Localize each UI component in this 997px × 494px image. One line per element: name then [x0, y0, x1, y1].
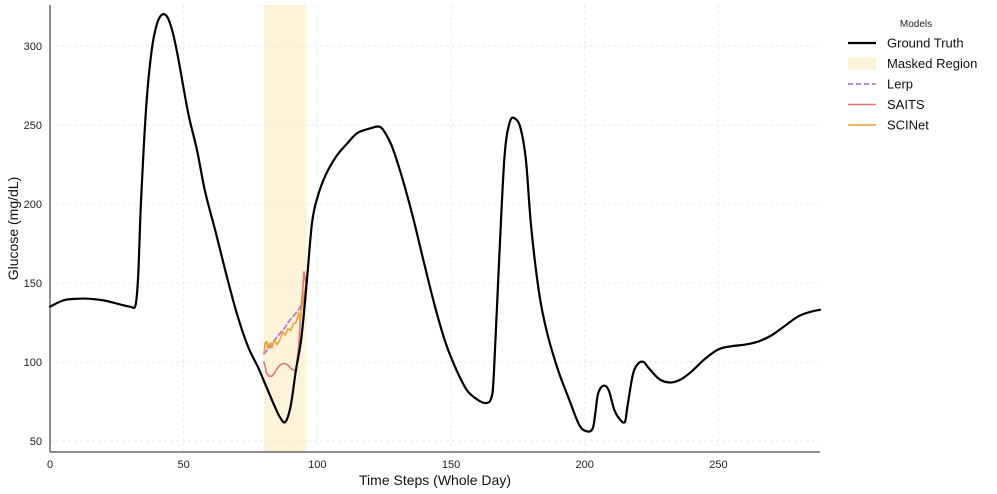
y-tick-label: 200	[24, 199, 42, 211]
y-tick-label: 300	[24, 41, 42, 53]
legend-label-lerp: Lerp	[887, 77, 913, 92]
legend-title: Models	[900, 19, 932, 30]
x-tick-label: 250	[709, 459, 727, 471]
x-tick-label: 0	[47, 459, 53, 471]
legend-swatch-masked-region	[848, 57, 876, 70]
series-layer	[48, 12, 822, 433]
x-tick-label: 50	[178, 459, 190, 471]
legend-label-masked-region: Masked Region	[887, 56, 977, 71]
x-tick-label: 200	[576, 459, 594, 471]
y-axis-title: Glucose (mg/dL)	[5, 177, 21, 280]
grid-lines	[49, 5, 820, 452]
x-tick-label: 150	[442, 459, 460, 471]
legend: Models Ground Truth Masked Region Lerp SAIT…	[848, 19, 977, 133]
y-tick-label: 100	[24, 357, 42, 369]
y-tick-label: 150	[24, 278, 42, 290]
y-tick-label: 250	[24, 120, 42, 132]
plot-area: 0 50 100 150 200 250 50 100 150 200 250 300	[24, 5, 822, 471]
series-line-ground-truth	[48, 12, 822, 433]
x-tick-label: 100	[308, 459, 326, 471]
masked-region	[263, 5, 307, 452]
legend-items: Ground Truth Masked Region Lerp SAITS SCINet	[848, 36, 977, 133]
y-tick-label: 50	[30, 436, 42, 448]
x-axis-title: Time Steps (Whole Day)	[359, 472, 511, 488]
legend-label-saits: SAITS	[887, 97, 925, 112]
legend-label-ground-truth: Ground Truth	[887, 36, 964, 51]
series-line-scinet	[263, 277, 308, 355]
tick-labels: 0 50 100 150 200 250 50 100 150 200 250 300	[24, 41, 728, 471]
legend-label-scinet: SCINet	[887, 118, 929, 133]
